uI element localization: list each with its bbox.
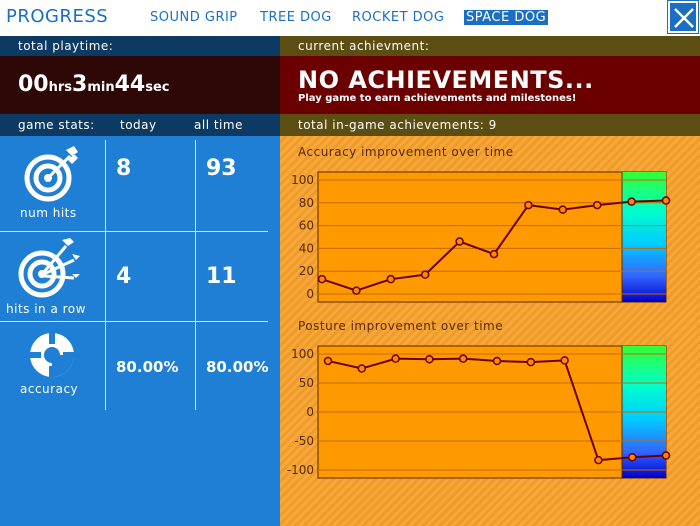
data-point [420,270,430,279]
tab-tree-dog[interactable]: TREE DOG [260,10,332,25]
top-bar: PROGRESS SOUND GRIP TREE DOG ROCKET DOG … [0,0,700,36]
achievement-panel: NO ACHIEVEMENTS... Play game to earn ach… [280,56,700,114]
accuracy-icon [27,330,77,380]
posture-chart: -100 -50 0 50 100 [287,345,671,479]
page-title: PROGRESS [6,6,109,27]
data-point [492,356,502,366]
stat-label-hits-in-a-row: hits in a row [6,302,86,316]
playtime-minutes-unit: min [87,80,115,95]
y-tick-label: 50 [299,376,314,390]
y-tick-label: 60 [299,219,314,233]
playtime-value: 00hrs3min44sec [18,72,170,97]
stats-header-all-time: all time [194,118,243,132]
stats-header-label: game stats: [18,118,95,132]
target-dart-icon [24,146,78,202]
data-point [558,205,568,214]
playtime-label-bar: total playtime: [0,36,280,56]
target-multi-dart-icon [18,238,80,298]
data-point [323,356,333,366]
close-button[interactable] [667,0,699,34]
data-point [594,455,603,465]
data-point [524,200,533,210]
accuracy-chart: 0 20 40 60 80 100 [291,171,671,303]
stat-alltime-accuracy: 80.00% [206,358,269,376]
gradient-band [622,172,666,302]
stats-grid: num hits 8 93 hits in a row 4 11 accurac… [0,136,280,526]
y-tick-label: -100 [287,463,314,477]
stats-header-today: today [120,118,157,132]
playtime-seconds-unit: sec [145,80,170,95]
playtime-label: total playtime: [18,39,114,53]
achievement-subtitle: Play game to earn achievements and miles… [298,93,577,104]
plot-area [317,171,667,303]
playtime-hours: 00 [18,72,49,97]
data-point [661,196,671,205]
stats-header-bar: game stats: today all time [0,114,280,136]
y-tick-label: 0 [306,405,314,419]
stat-today-num-hits: 8 [116,156,132,181]
y-tick-label: 100 [291,347,314,361]
tab-sound-grip[interactable]: SOUND GRIP [150,10,238,25]
achievement-total-bar: total in-game achievements: 9 [280,114,700,136]
y-tick-label: 20 [299,264,314,278]
data-point [526,357,536,367]
data-point [489,249,499,259]
stat-label-accuracy: accuracy [20,382,79,396]
playtime-seconds: 44 [114,72,146,97]
data-point [455,237,464,246]
stat-alltime-hits-in-a-row: 11 [206,264,237,289]
playtime-hours-unit: hrs [48,80,73,95]
stat-alltime-num-hits: 93 [206,156,237,181]
playtime-panel: 00hrs3min44sec [0,56,280,114]
stat-today-accuracy: 80.00% [116,358,179,376]
grid-divider [195,140,196,410]
achievement-total-label: total in-game achievements: 9 [298,118,497,132]
data-point [317,274,327,284]
stat-today-hits-in-a-row: 4 [116,264,132,289]
charts-area: Accuracy improvement over time 0 20 40 60 80… [280,136,700,526]
close-x-icon [674,8,694,28]
data-point [592,200,602,210]
accuracy-chart-title: Accuracy improvement over time [298,145,514,159]
data-point [627,452,637,462]
posture-chart-title: Posture improvement over time [298,319,504,333]
grid-divider [0,231,268,232]
data-point [352,286,361,295]
achievement-label: current achievment: [298,39,430,53]
achievement-label-bar: current achievment: [280,36,700,56]
data-point [425,354,434,364]
data-point [458,354,468,363]
tab-rocket-dog[interactable]: ROCKET DOG [352,10,445,25]
grid-divider [105,140,106,410]
data-point [386,274,396,284]
data-point [391,354,400,363]
y-tick-label: 40 [299,241,314,255]
y-tick-label: 0 [306,287,314,301]
y-tick-label: -50 [294,434,314,448]
data-point [661,451,671,460]
tab-space-dog[interactable]: SPACE DOG [464,10,549,25]
data-point [627,197,636,206]
data-point [560,356,569,365]
grid-divider [0,321,268,322]
data-point [357,364,367,373]
achievement-title: NO ACHIEVEMENTS... [298,66,594,94]
y-tick-label: 80 [299,196,314,210]
stat-label-num-hits: num hits [20,206,77,220]
y-tick-label: 100 [291,173,314,187]
playtime-minutes: 3 [72,72,88,97]
